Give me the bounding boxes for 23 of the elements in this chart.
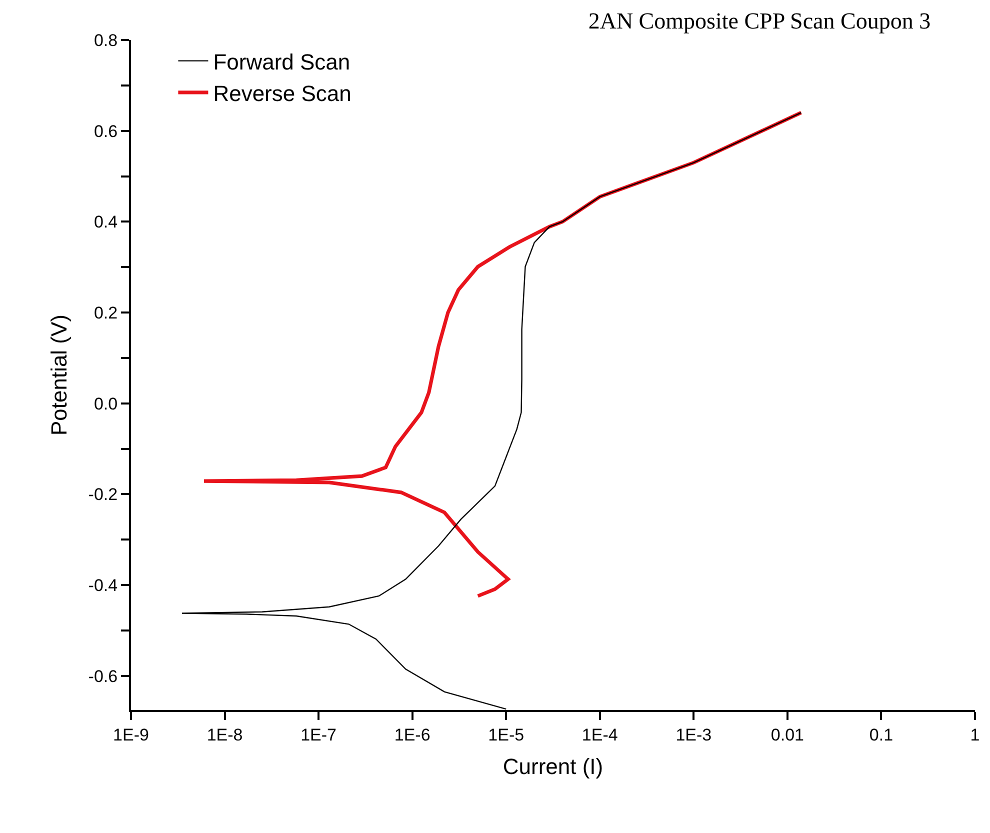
x-axis-title: Current (I): [502, 754, 604, 779]
x-tick-label: 1: [970, 725, 980, 744]
x-tick-label: 1E-4: [582, 725, 618, 744]
chart-title: 2AN Composite CPP Scan Coupon 3: [588, 8, 931, 34]
x-tick-label: 0.1: [869, 725, 894, 744]
x-tick-label: 1E-7: [300, 725, 337, 744]
y-tick-label: -0.6: [88, 666, 118, 686]
y-tick-label: 0.2: [94, 303, 118, 322]
x-tick-label: 1E-3: [676, 725, 712, 744]
y-tick-label: 0.4: [94, 212, 118, 232]
x-tick-label: 1E-5: [488, 725, 524, 744]
x-tick-label: 0.01: [770, 725, 804, 744]
legend-label: Reverse Scan: [213, 80, 352, 106]
y-tick-label: 0.8: [94, 30, 118, 50]
legend-label: Forward Scan: [213, 49, 350, 74]
y-axis-title: Potential (V): [46, 314, 72, 436]
y-tick-label: -0.4: [88, 576, 118, 596]
x-tick-label: 1E-6: [394, 725, 430, 744]
y-tick-label: 0.0: [94, 394, 118, 414]
y-tick-label: 0.6: [94, 122, 118, 141]
x-tick-label: 1E-9: [113, 725, 149, 744]
x-tick-label: 1E-8: [206, 725, 243, 744]
y-tick-label: -0.2: [88, 485, 118, 504]
